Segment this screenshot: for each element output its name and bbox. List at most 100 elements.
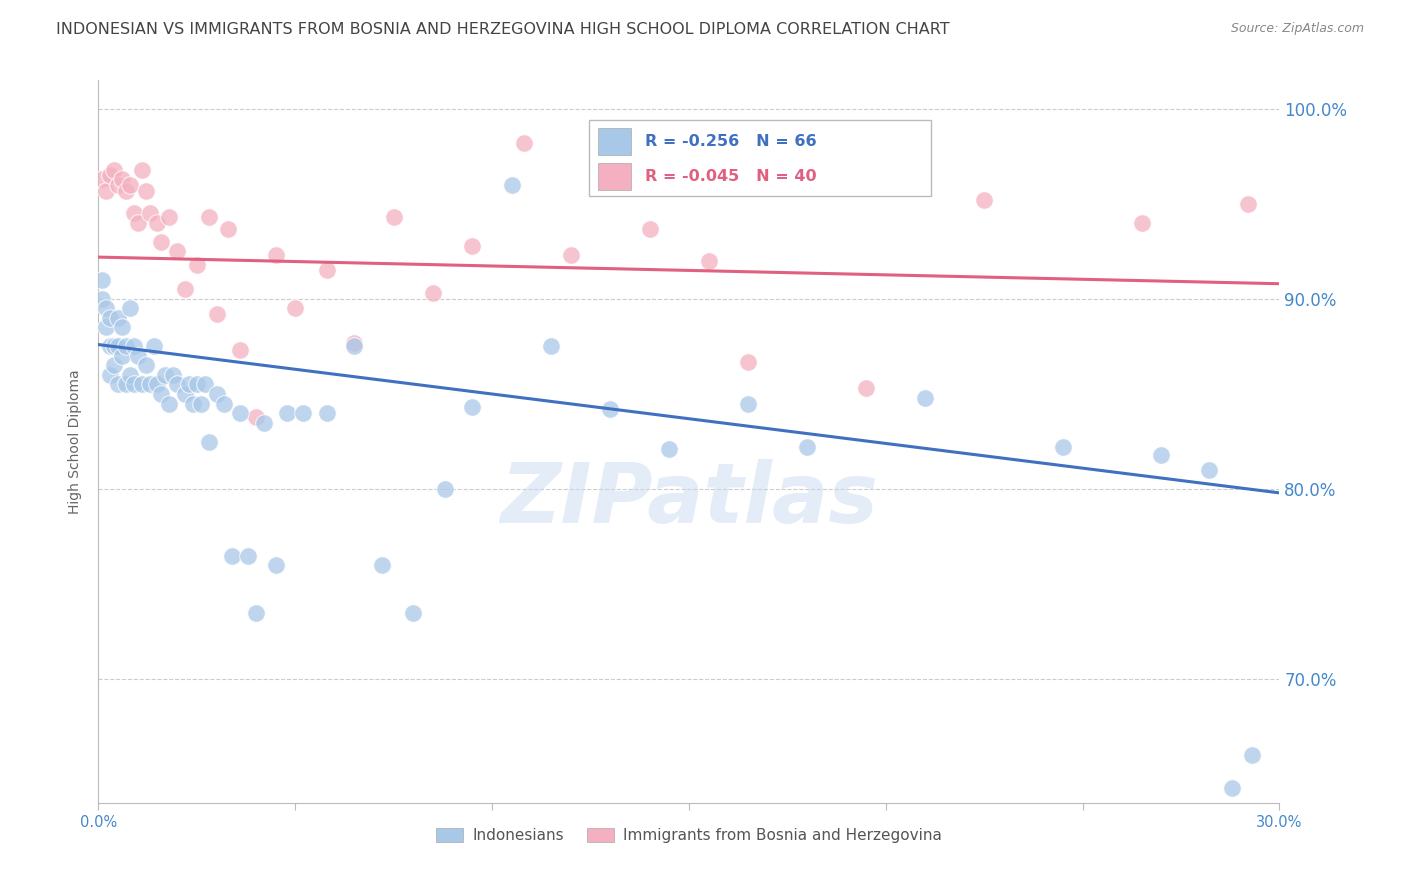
Point [245,409,267,424]
Point [138,206,160,220]
Text: Source: ZipAtlas.com: Source: ZipAtlas.com [1230,22,1364,36]
Point [433,482,456,496]
Point [186,258,208,272]
Point [264,248,287,262]
Point [162,368,184,382]
Point [98,339,121,353]
Point [343,335,366,350]
Point [217,221,239,235]
Point [118,368,141,382]
FancyBboxPatch shape [589,120,931,196]
Point [315,263,337,277]
Point [1130,216,1153,230]
Point [737,396,759,410]
Point [1198,463,1220,477]
Point [150,387,173,401]
Point [1150,448,1173,462]
Point [96,320,118,334]
Point [103,162,125,177]
Point [107,339,129,353]
Point [599,402,621,417]
Point [107,310,129,325]
Point [138,377,160,392]
Point [122,206,145,220]
Text: ZIPatlas: ZIPatlas [501,458,877,540]
Point [177,377,200,392]
Point [245,606,267,620]
Point [103,359,125,373]
Point [96,184,118,198]
Point [135,359,157,373]
Point [205,387,228,401]
Point [166,244,188,259]
Point [98,310,121,325]
Point [973,193,995,207]
Point [96,301,118,316]
Point [166,377,188,392]
Point [197,210,219,224]
Text: INDONESIAN VS IMMIGRANTS FROM BOSNIA AND HERZEGOVINA HIGH SCHOOL DIPLOMA CORRELA: INDONESIAN VS IMMIGRANTS FROM BOSNIA AND… [56,22,950,37]
Point [253,416,276,430]
Point [146,216,169,230]
Point [461,401,484,415]
Point [107,377,129,392]
Point [194,377,217,392]
Point [157,396,180,410]
Point [914,391,936,405]
Point [181,396,204,410]
Point [638,221,661,235]
Text: R = -0.045   N = 40: R = -0.045 N = 40 [645,169,817,184]
Point [560,248,582,262]
Point [174,387,197,401]
Point [157,210,180,224]
Point [461,238,484,252]
Point [1052,440,1074,454]
Point [150,235,173,249]
Point [186,377,208,392]
Point [284,301,307,316]
Point [315,406,337,420]
Point [127,216,149,230]
Point [501,178,523,192]
Point [221,549,243,563]
Point [236,549,259,563]
Point [98,368,121,382]
Point [174,282,197,296]
Point [402,606,425,620]
Point [155,368,177,382]
FancyBboxPatch shape [598,162,631,190]
Point [1237,197,1260,211]
Y-axis label: High School Diploma: High School Diploma [69,369,83,514]
Point [103,339,125,353]
Point [131,162,153,177]
Point [115,184,138,198]
Point [135,184,157,198]
Point [343,339,366,353]
Point [107,178,129,192]
Point [111,349,134,363]
Point [540,339,562,353]
Point [205,307,228,321]
Point [197,434,219,449]
Point [855,381,877,395]
Point [91,273,114,287]
Point [382,210,405,224]
Point [422,286,444,301]
Point [697,253,720,268]
Point [229,343,252,358]
Point [658,442,681,457]
Point [111,172,134,186]
Point [190,396,212,410]
Point [118,301,141,316]
Point [229,406,252,420]
Point [292,406,315,420]
Point [1220,780,1243,795]
Point [91,172,114,186]
Text: R = -0.256   N = 66: R = -0.256 N = 66 [645,134,817,149]
Point [512,136,534,150]
Point [276,406,298,420]
Point [122,339,145,353]
Point [1240,748,1263,763]
Point [118,178,141,192]
Point [146,377,169,392]
